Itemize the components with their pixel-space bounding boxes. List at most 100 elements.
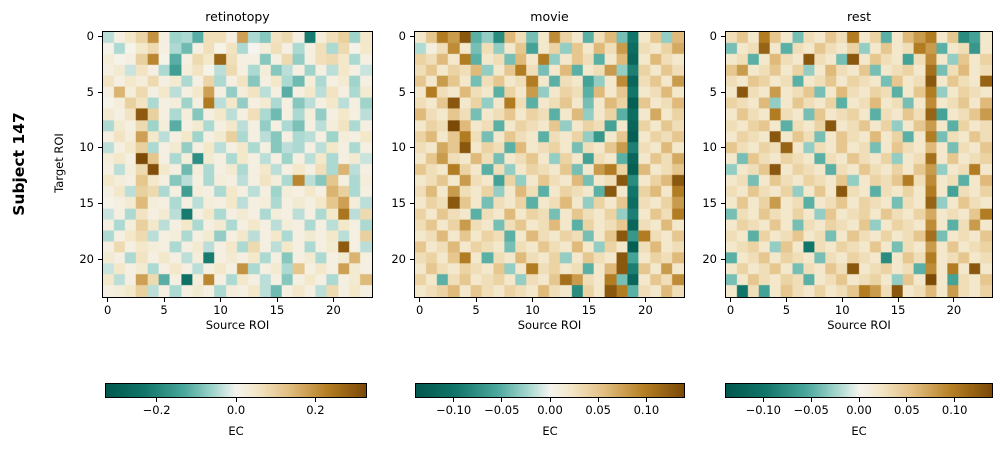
- x-tick-label: 0: [103, 303, 112, 317]
- heatmap-rest: [725, 31, 993, 298]
- x-axis-label-source-roi-2: Source ROI: [517, 318, 582, 332]
- colorbar-tick-label: −0.2: [142, 403, 171, 417]
- colorbar-tick-label: 0.10: [633, 403, 660, 417]
- x-tick-label: 5: [160, 303, 168, 317]
- y-tick-label: 20: [702, 251, 717, 266]
- colorbar-tick-mark: [501, 398, 503, 402]
- colorbar-tick-mark: [858, 398, 860, 402]
- x-tick-label: 10: [834, 303, 850, 317]
- x-tick-label: 0: [726, 303, 735, 317]
- x-tick-mark: [730, 298, 732, 302]
- x-tick-label: 20: [946, 303, 962, 317]
- x-tick-mark: [276, 298, 278, 302]
- y-tick-label: 15: [702, 195, 717, 210]
- colorbar-tick-label: −0.05: [484, 403, 520, 417]
- y-tick-mark: [721, 91, 725, 93]
- x-tick-label: 5: [472, 303, 480, 317]
- colorbar-rest: [725, 383, 993, 398]
- subject-row-label: Subject 147: [10, 112, 28, 216]
- x-tick-mark: [532, 298, 534, 302]
- y-tick-mark: [98, 36, 102, 38]
- heatmap-rest-canvas: [726, 32, 992, 297]
- colorbar-tick-mark: [549, 398, 551, 402]
- colorbar-movie-canvas: [416, 384, 684, 397]
- x-tick-mark: [953, 298, 955, 302]
- colorbar-tick-label: 0.2: [306, 403, 325, 417]
- x-axis-label-source-roi-3: Source ROI: [827, 318, 891, 332]
- y-tick-label: 10: [702, 140, 717, 155]
- colorbar-tick-mark: [597, 398, 599, 402]
- colorbar-tick-mark: [453, 398, 455, 402]
- x-tick-mark: [475, 298, 477, 302]
- x-tick-mark: [588, 298, 590, 302]
- y-tick-mark: [98, 147, 102, 149]
- colorbar-tick-mark: [645, 398, 647, 402]
- colorbar-tick-label: 0.05: [585, 403, 612, 417]
- x-tick-mark: [419, 298, 421, 302]
- x-tick-label: 5: [782, 303, 791, 317]
- y-tick-mark: [721, 36, 725, 38]
- colorbar-label-ec-2: EC: [542, 424, 558, 438]
- x-tick-mark: [785, 298, 787, 302]
- x-tick-label: 20: [638, 303, 653, 317]
- colorbar-retinotopy-canvas: [106, 384, 366, 397]
- x-tick-label: 15: [269, 303, 285, 317]
- x-tick-label: 20: [326, 303, 341, 317]
- colorbar-tick-label: −0.05: [793, 403, 829, 417]
- heatmap-movie: [414, 31, 685, 298]
- y-tick-label: 0: [86, 29, 94, 44]
- y-tick-label: 0: [709, 29, 717, 44]
- y-tick-mark: [410, 36, 414, 38]
- colorbar-tick-mark: [235, 398, 237, 402]
- colorbar-tick-label: 0.05: [894, 403, 920, 417]
- x-tick-mark: [841, 298, 843, 302]
- y-tick-mark: [98, 258, 102, 260]
- y-tick-label: 20: [79, 251, 94, 266]
- colorbar-tick-label: 0.00: [846, 403, 872, 417]
- y-tick-mark: [98, 202, 102, 204]
- x-axis-label-source-roi-1: Source ROI: [205, 318, 270, 332]
- colorbar-label-ec-1: EC: [228, 424, 244, 438]
- colorbar-tick-mark: [762, 398, 764, 402]
- colorbar-tick-mark: [954, 398, 956, 402]
- y-tick-label: 5: [86, 84, 94, 99]
- colorbar-tick-label: 0.0: [226, 403, 246, 417]
- x-tick-label: 15: [890, 303, 906, 317]
- colorbar-tick-label: 0.00: [537, 403, 563, 417]
- colorbar-tick-label: −0.10: [435, 403, 472, 417]
- y-tick-label: 15: [79, 195, 94, 210]
- colorbar-tick-mark: [314, 398, 316, 402]
- y-tick-mark: [98, 91, 102, 93]
- panel-title-retinotopy: retinotopy: [205, 9, 270, 24]
- y-tick-mark: [410, 147, 414, 149]
- y-tick-label: 20: [391, 251, 406, 266]
- y-tick-mark: [410, 202, 414, 204]
- colorbar-rest-canvas: [726, 384, 992, 397]
- y-tick-mark: [410, 91, 414, 93]
- x-tick-label: 0: [415, 303, 424, 317]
- heatmap-movie-canvas: [415, 32, 684, 297]
- panel-title-movie: movie: [530, 9, 569, 24]
- y-tick-label: 5: [709, 84, 717, 99]
- x-tick-label: 15: [581, 303, 597, 317]
- x-tick-mark: [163, 298, 165, 302]
- x-tick-mark: [107, 298, 109, 302]
- y-tick-label: 15: [391, 195, 406, 210]
- panel-title-rest: rest: [847, 9, 871, 24]
- colorbar-movie: [415, 383, 685, 398]
- y-tick-label: 10: [79, 140, 94, 155]
- y-tick-mark: [721, 202, 725, 204]
- x-tick-mark: [897, 298, 899, 302]
- colorbar-tick-mark: [810, 398, 812, 402]
- heatmap-retinotopy: [102, 31, 373, 298]
- y-tick-label: 10: [391, 140, 406, 155]
- x-tick-mark: [220, 298, 222, 302]
- colorbar-tick-mark: [906, 398, 908, 402]
- colorbar-tick-mark: [156, 398, 158, 402]
- x-tick-label: 10: [525, 303, 540, 317]
- y-tick-label: 0: [398, 29, 406, 44]
- colorbar-tick-label: 0.10: [941, 403, 968, 417]
- heatmap-retinotopy-canvas: [103, 32, 372, 297]
- colorbar-retinotopy: [105, 383, 367, 398]
